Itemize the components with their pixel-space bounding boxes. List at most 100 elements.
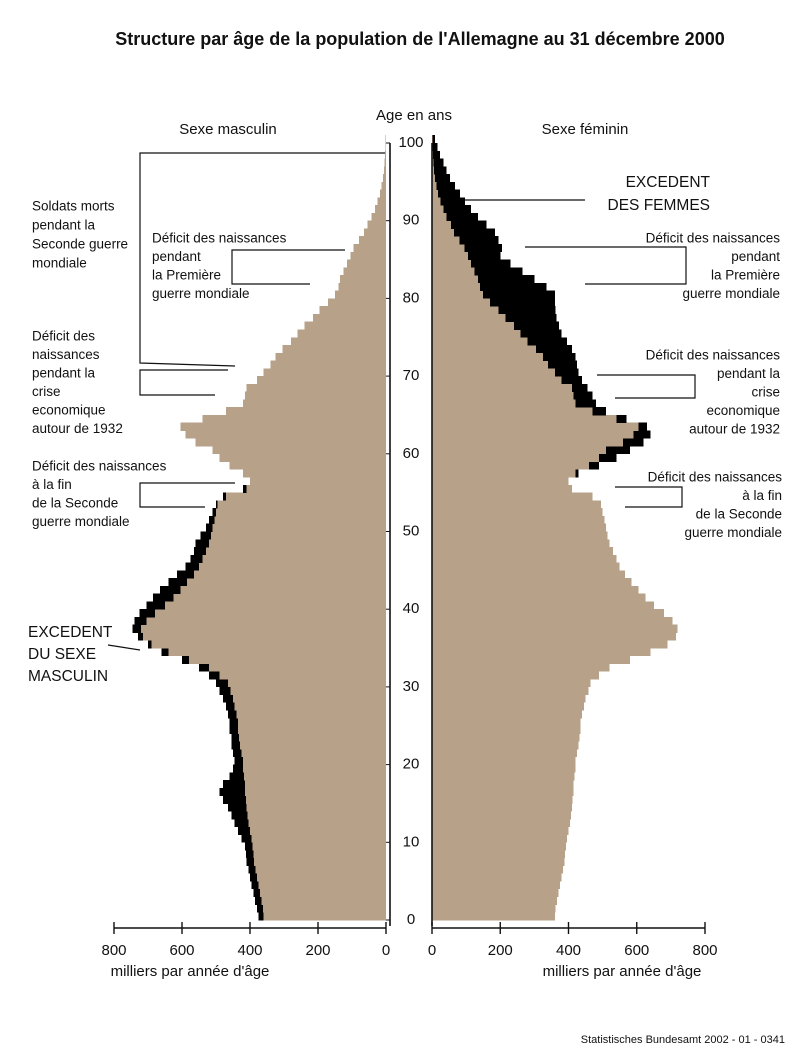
bar-female — [432, 686, 589, 695]
bar-female — [432, 438, 644, 447]
excess-male — [159, 585, 181, 594]
annotation: crise — [32, 384, 61, 399]
bar-male — [134, 616, 386, 626]
bar-male — [246, 383, 386, 392]
excess-male — [227, 803, 247, 812]
bar-male — [227, 710, 386, 719]
excess-female — [479, 282, 547, 291]
annotation: EXCEDENT — [626, 174, 711, 191]
bar-female — [432, 422, 647, 431]
bar-female — [432, 826, 569, 835]
annotation: mondiale — [32, 256, 87, 271]
bar-male — [367, 220, 386, 229]
bar-female — [432, 803, 572, 812]
bar-male — [234, 756, 386, 765]
bar-female — [432, 842, 566, 851]
annotation: pendant la — [32, 366, 96, 381]
annotation: economique — [32, 403, 106, 418]
bar-female — [432, 523, 607, 532]
bar-male — [195, 539, 386, 548]
bar-female — [432, 881, 560, 890]
bar-male — [148, 640, 386, 649]
excess-male — [205, 523, 213, 532]
x-tick-label: 800 — [692, 942, 717, 959]
bar-male — [250, 477, 386, 486]
bar-female — [432, 780, 574, 789]
y-tick-label: 90 — [403, 212, 420, 229]
bar-male — [379, 189, 386, 198]
excess-male — [219, 787, 245, 796]
annotation: Déficit des naissances — [646, 231, 781, 246]
bar-female — [432, 640, 668, 649]
excess-female — [616, 414, 627, 424]
excess-male — [222, 492, 227, 501]
excess-female — [554, 368, 579, 377]
bar-male — [377, 197, 386, 206]
bar-male — [185, 430, 386, 439]
excess-female — [474, 267, 523, 276]
bar-female — [432, 795, 573, 804]
annotation-connectors — [107, 152, 696, 651]
excess-male — [258, 912, 264, 921]
bar-male — [312, 313, 386, 323]
connector — [597, 374, 696, 399]
bar-female — [432, 251, 501, 260]
excess-female — [443, 205, 472, 214]
bar-male — [195, 438, 386, 447]
y-tick-label: 40 — [403, 600, 420, 617]
bar-male — [202, 414, 386, 424]
excess-female — [520, 329, 562, 338]
bar-male — [253, 888, 386, 897]
excess-female — [599, 453, 617, 462]
bar-male — [226, 407, 386, 416]
bar-male — [231, 733, 386, 742]
bar-female — [432, 741, 579, 750]
excess-female — [527, 337, 567, 346]
excess-male — [139, 609, 155, 618]
bar-male — [229, 461, 386, 470]
excess-male — [190, 554, 203, 563]
annotation: DU SEXE — [28, 646, 96, 663]
bar-male — [219, 686, 386, 695]
bar-male — [139, 609, 386, 618]
bar-male — [328, 298, 386, 307]
bar-male — [234, 818, 386, 828]
annotation: guerre mondiale — [32, 514, 130, 529]
excess-male — [195, 539, 210, 548]
bar-male — [199, 663, 386, 672]
excess-male — [209, 515, 215, 525]
excess-male — [244, 842, 253, 851]
excess-male — [199, 663, 210, 672]
bar-male — [227, 803, 386, 812]
excess-female — [638, 422, 647, 431]
bar-male — [304, 321, 386, 330]
bar-male — [248, 865, 386, 874]
bar-female — [432, 648, 651, 657]
bar-female — [432, 616, 673, 626]
bar-male — [216, 500, 386, 509]
bar-male — [219, 453, 386, 462]
bar-female — [432, 717, 581, 727]
bar-male — [222, 492, 386, 501]
x-tick-label: 0 — [428, 942, 436, 959]
bar-male — [229, 717, 386, 727]
excess-female — [536, 345, 572, 354]
bar-female — [432, 702, 584, 711]
excess-male — [227, 710, 237, 719]
excess-female — [633, 430, 651, 439]
y-tick-label: 80 — [403, 289, 420, 306]
bar-male — [243, 484, 386, 493]
bar-female — [432, 655, 630, 664]
bar-male — [244, 842, 386, 851]
excess-male — [229, 772, 244, 781]
annotation: guerre mondiale — [152, 286, 250, 301]
bar-male — [244, 391, 386, 400]
bar-female — [432, 601, 654, 610]
annotation: MASCULIN — [28, 668, 108, 685]
bar-female — [432, 896, 557, 905]
bar-male — [255, 896, 386, 905]
x-tick-label: 0 — [382, 942, 390, 959]
bar-male — [238, 826, 386, 835]
excess-female — [432, 135, 436, 144]
bar-male — [212, 508, 386, 517]
